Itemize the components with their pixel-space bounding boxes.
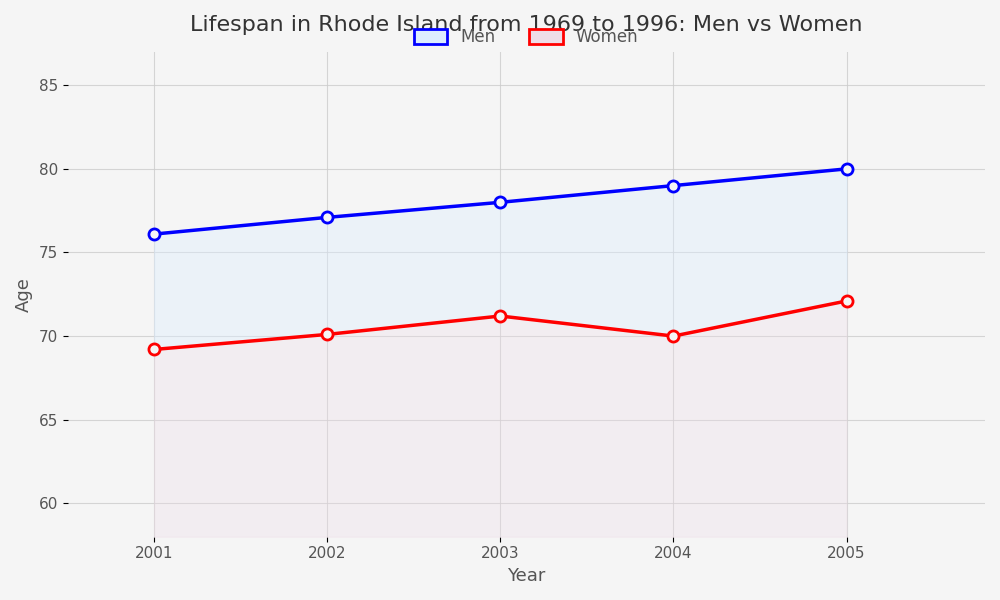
X-axis label: Year: Year [507, 567, 546, 585]
Y-axis label: Age: Age [15, 277, 33, 312]
Title: Lifespan in Rhode Island from 1969 to 1996: Men vs Women: Lifespan in Rhode Island from 1969 to 19… [190, 15, 863, 35]
Legend: Men, Women: Men, Women [407, 22, 645, 53]
